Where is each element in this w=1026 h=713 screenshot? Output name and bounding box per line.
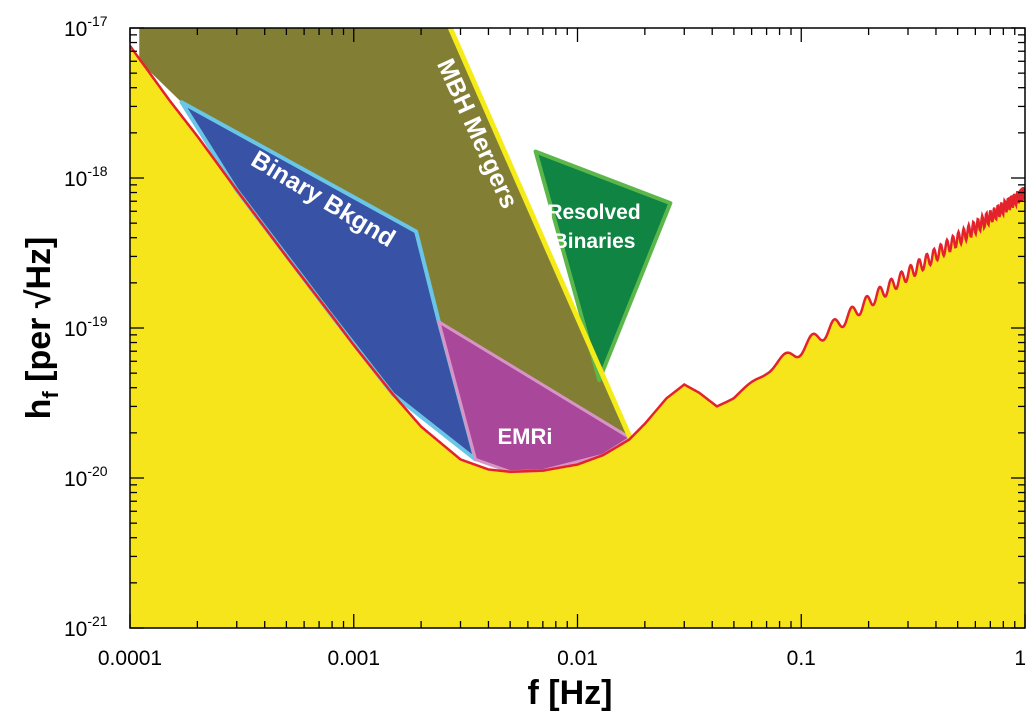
resolved-binaries-region: [533, 149, 673, 383]
x-tick-label: 0.0001: [98, 647, 162, 670]
y-axis-title-sub: f: [38, 391, 63, 399]
x-tick-label: 0.001: [327, 647, 380, 670]
y-tick-labels: 10-17 10-18 10-19 10-20 10-21: [64, 13, 108, 641]
y-tick-label: 10-19: [64, 313, 108, 341]
y-axis-title: hf [per √Hz]: [20, 237, 63, 420]
emri-label: EMRi: [498, 424, 553, 449]
y-axis-title-main: h: [20, 399, 58, 420]
x-tick-labels: 0.0001 0.001 0.01 0.1 1: [98, 647, 1026, 670]
resolved-binaries-label-line2: Binaries: [553, 230, 636, 253]
axis-ticks: [129, 27, 1026, 629]
plot-area: [130, 28, 1025, 628]
x-tick-label: 0.01: [557, 647, 598, 670]
x-axis-title: f [Hz]: [528, 674, 613, 712]
y-tick-label: 10-17: [64, 13, 108, 41]
y-tick-label: 10-18: [64, 163, 108, 191]
x-tick-label: 0.1: [787, 647, 816, 670]
sensitivity-curve-line: [130, 45, 1025, 474]
y-tick-label: 10-21: [64, 613, 108, 641]
resolved-binaries-label-line1: Resolved: [547, 201, 640, 224]
mbh-mergers-edge-line: [447, 28, 633, 439]
sensitivity-fill-area: [130, 45, 1025, 628]
y-axis-title-rest: [per √Hz]: [20, 237, 58, 392]
x-tick-label: 1: [1014, 647, 1026, 670]
y-tick-label: 10-20: [64, 463, 108, 491]
